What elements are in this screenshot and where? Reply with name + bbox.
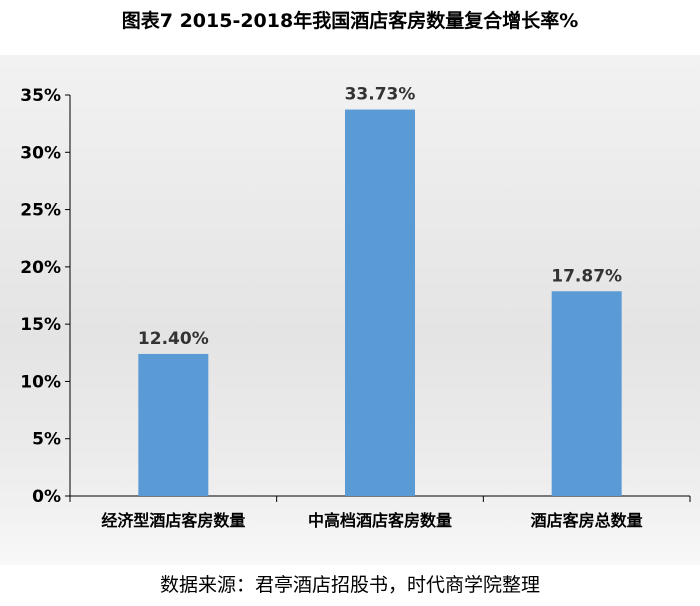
y-tick-label: 15% [20,315,61,335]
bar [345,109,415,496]
bar-data-label: 33.73% [345,85,416,105]
y-tick-label: 10% [20,372,61,392]
data-source-note: 数据来源：君亭酒店招股书，时代商学院整理 [159,574,540,596]
bar-data-label: 17.87% [551,266,622,286]
y-tick-label: 5% [32,430,61,450]
y-tick-label: 30% [20,143,61,163]
chart-title: 图表7 2015-2018年我国酒店客房数量复合增长率% [121,10,579,32]
bar [551,291,622,496]
y-tick-label: 0% [32,487,61,507]
bar [138,353,209,496]
y-tick-label: 20% [20,258,61,278]
x-category-label: 酒店客房总数量 [531,511,643,530]
y-tick-label: 35% [20,86,61,106]
bar-data-label: 12.40% [138,329,209,349]
x-category-label: 中高档酒店客房数量 [308,511,452,530]
y-tick-label: 25% [20,201,61,221]
x-category-label: 经济型酒店客房数量 [101,511,245,530]
